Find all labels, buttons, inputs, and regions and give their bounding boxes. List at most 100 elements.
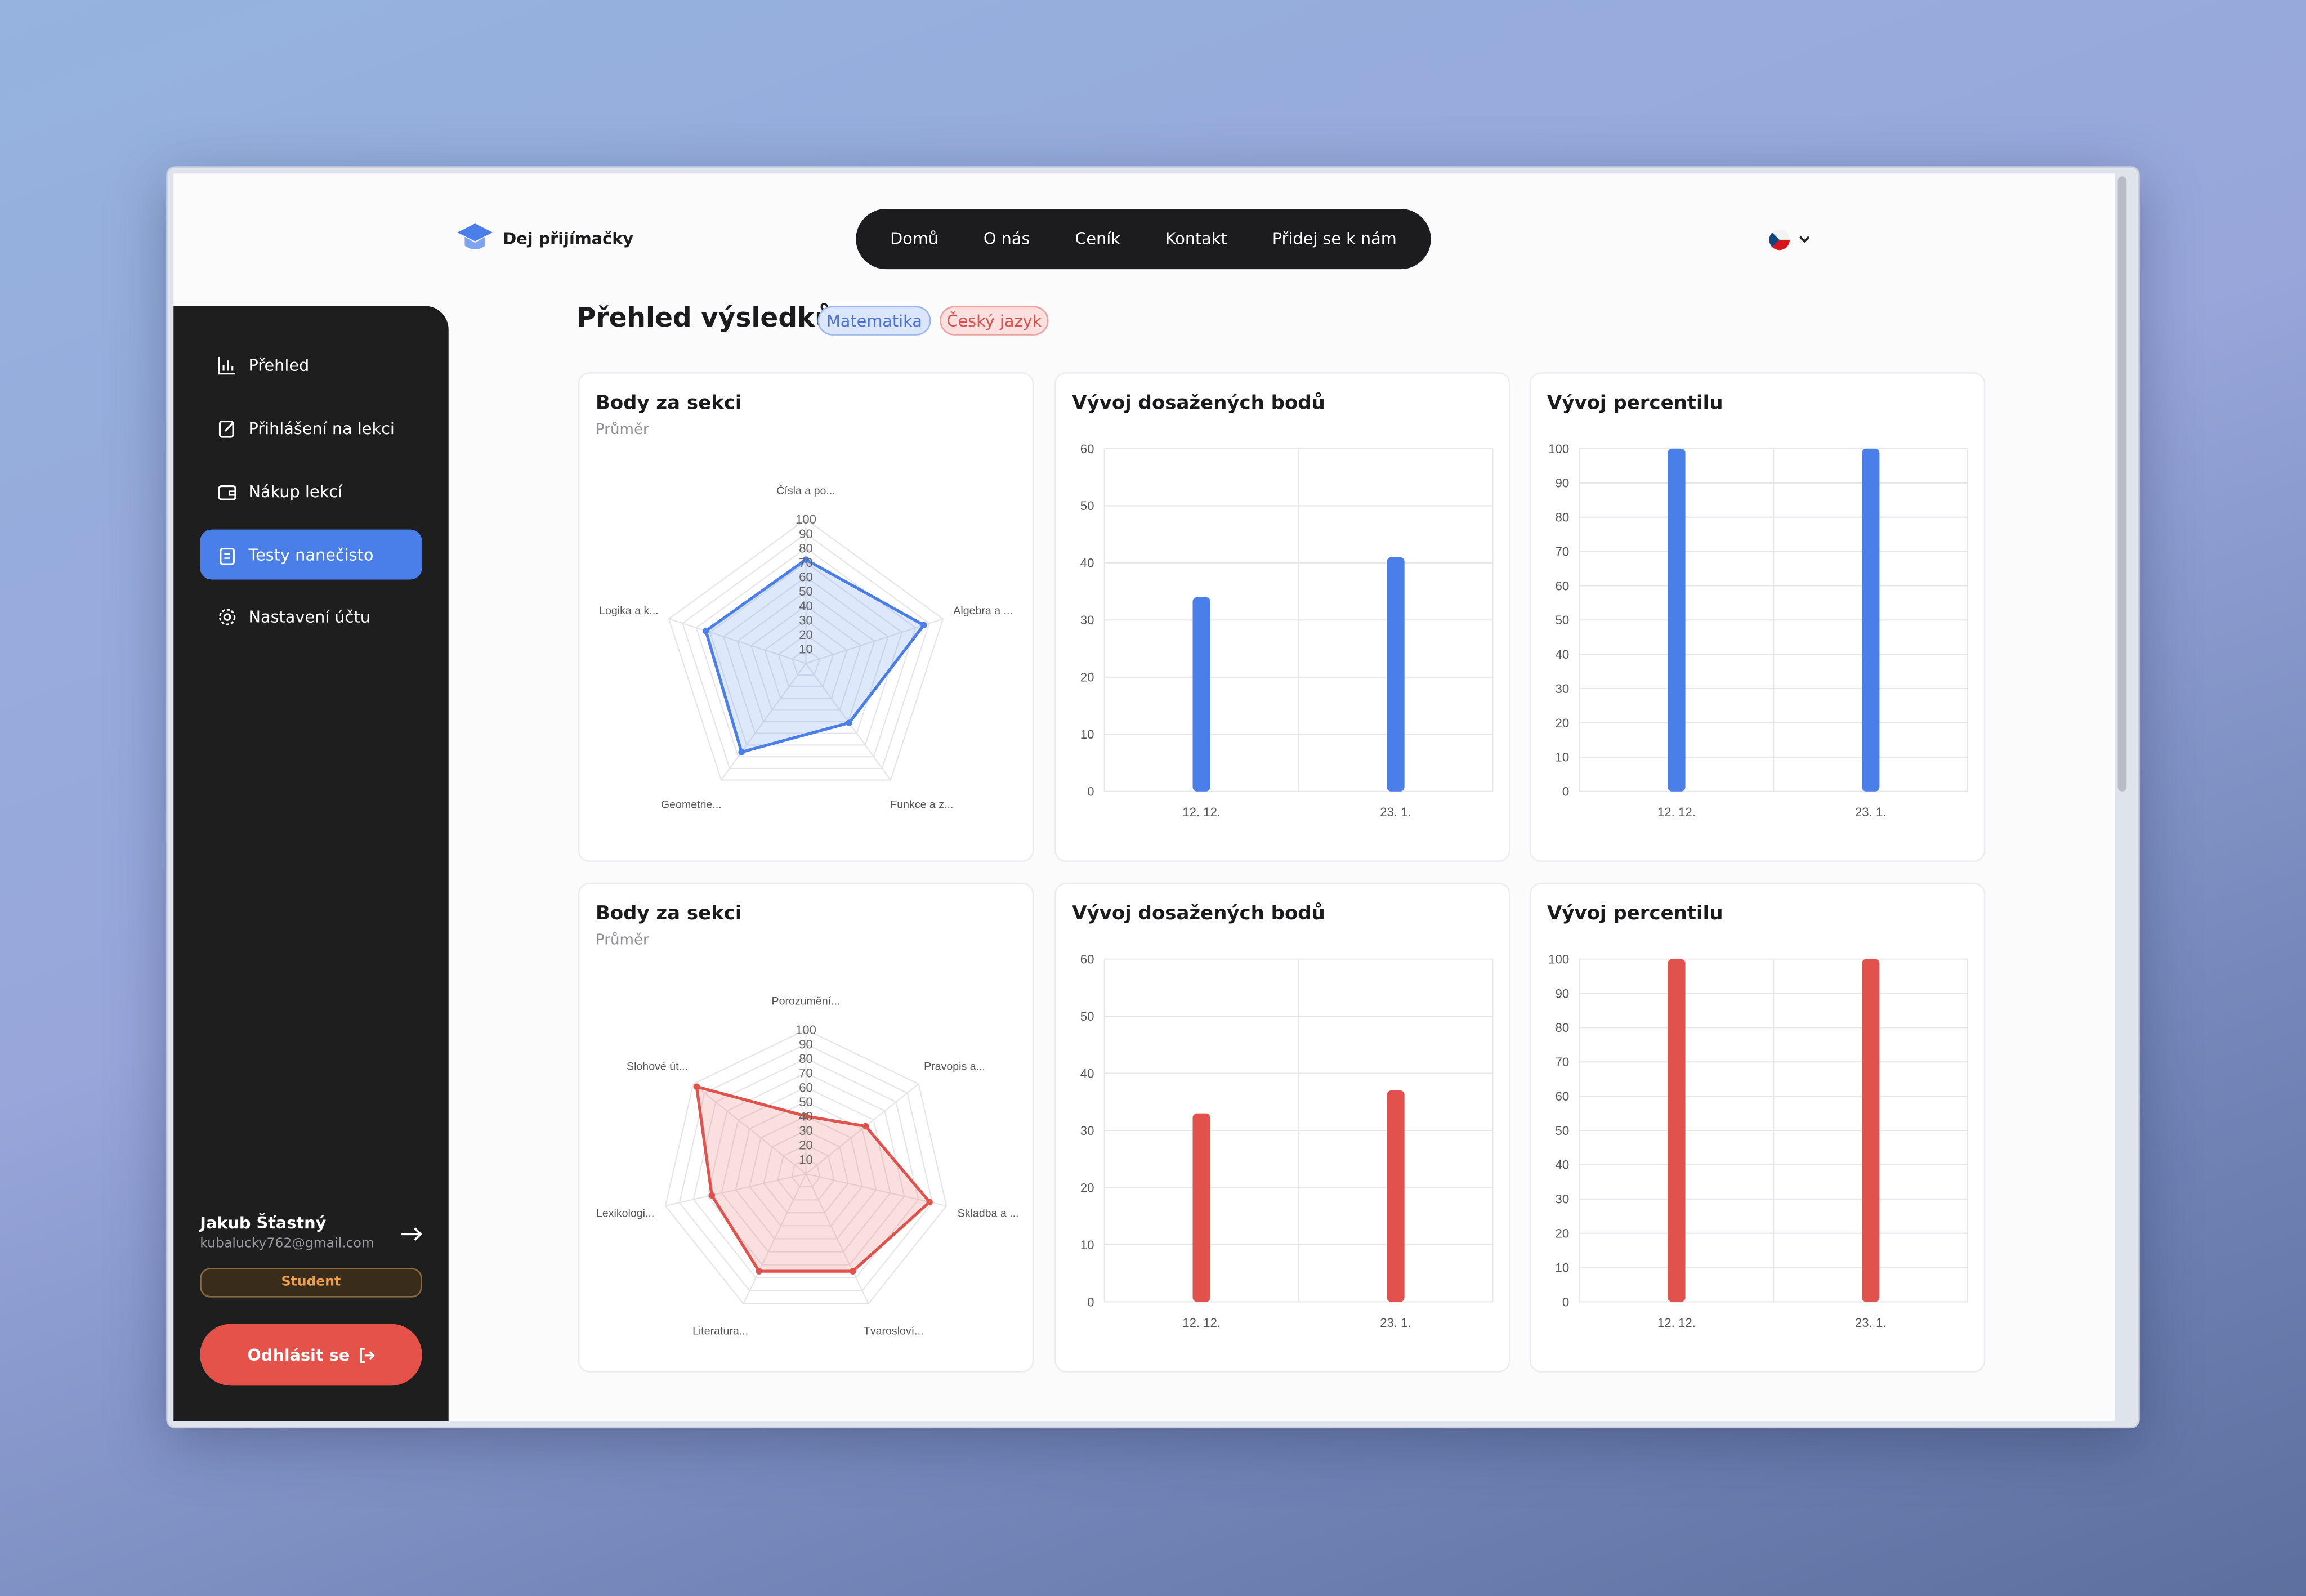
category-label: Geometrie... bbox=[661, 799, 722, 811]
menu-item[interactable]: Nastavení účtu bbox=[200, 591, 422, 641]
y-tick-label: 60 bbox=[1080, 442, 1094, 456]
y-tick-label: 20 bbox=[1556, 716, 1570, 730]
y-tick-label: 10 bbox=[1080, 1238, 1094, 1252]
scrollbar[interactable] bbox=[2117, 176, 2127, 792]
subject-tag[interactable]: Matematika bbox=[817, 306, 931, 336]
nav-link[interactable]: Domů bbox=[890, 229, 939, 249]
r-tick-label: 10 bbox=[799, 642, 813, 656]
user-name: Jakub Šťastný bbox=[200, 1213, 327, 1233]
r-tick-label: 40 bbox=[799, 1110, 813, 1124]
r-tick-label: 60 bbox=[799, 1080, 813, 1094]
grid-ring bbox=[791, 1159, 821, 1188]
x-tick-label: 23. 1. bbox=[1855, 805, 1887, 819]
r-tick-label: 100 bbox=[796, 1023, 816, 1037]
icon bbox=[218, 484, 236, 500]
r-tick-label: 70 bbox=[799, 556, 813, 570]
x-tick-label: 12. 12. bbox=[1182, 805, 1221, 819]
logout-label: Odhlásit se bbox=[247, 1345, 350, 1365]
r-tick-label: 20 bbox=[799, 628, 813, 642]
x-tick-label: 12. 12. bbox=[1657, 805, 1696, 819]
spoke bbox=[668, 618, 806, 664]
icon bbox=[220, 547, 235, 565]
y-tick-label: 70 bbox=[1556, 544, 1570, 558]
r-tick-label: 60 bbox=[799, 570, 813, 584]
grid-ring bbox=[664, 1029, 948, 1304]
menu-label: Přehled bbox=[248, 355, 310, 374]
spoke bbox=[692, 1083, 807, 1174]
grid-ring bbox=[695, 547, 917, 758]
spoke bbox=[721, 663, 807, 781]
menu-label: Nastavení účtu bbox=[248, 606, 370, 626]
chart-title: Vývoj dosažených bodů bbox=[1072, 903, 1325, 926]
icon bbox=[218, 356, 235, 374]
menu-item[interactable]: Nákup lekcí bbox=[200, 466, 422, 516]
menu-label: Nákup lekcí bbox=[248, 481, 342, 501]
y-tick-label: 10 bbox=[1556, 1260, 1570, 1275]
logout-button[interactable]: Odhlásit se bbox=[200, 1324, 422, 1386]
spoke bbox=[805, 1173, 869, 1304]
y-tick-label: 20 bbox=[1080, 1181, 1094, 1195]
y-tick-label: 60 bbox=[1556, 579, 1570, 593]
category-label: Logika a k... bbox=[599, 605, 659, 617]
radar-point bbox=[926, 1199, 933, 1205]
r-tick-label: 30 bbox=[799, 613, 813, 627]
radar-area bbox=[704, 558, 926, 754]
chart-title: Body za sekci bbox=[595, 392, 742, 415]
grid-ring bbox=[668, 518, 944, 781]
y-tick-label: 30 bbox=[1080, 613, 1094, 627]
nav-link[interactable]: Kontakt bbox=[1165, 229, 1227, 249]
grid-ring bbox=[682, 533, 930, 769]
y-tick-label: 30 bbox=[1080, 1124, 1094, 1138]
r-tick-label: 100 bbox=[796, 512, 816, 526]
x-tick-label: 23. 1. bbox=[1855, 1316, 1887, 1330]
grid-ring bbox=[709, 561, 903, 746]
radar-point bbox=[850, 1268, 856, 1275]
menu-label: Přihlášení na lekci bbox=[248, 418, 395, 438]
grid-ring bbox=[692, 1058, 919, 1278]
page-title: Přehled výsledků bbox=[576, 303, 834, 334]
r-tick-label: 20 bbox=[799, 1138, 813, 1152]
grid-ring bbox=[721, 1087, 891, 1253]
logo-icon bbox=[457, 223, 493, 249]
menu-item-active[interactable]: Testy nanečisto bbox=[200, 529, 422, 580]
y-tick-label: 100 bbox=[1548, 952, 1569, 966]
profile-arrow[interactable] bbox=[399, 1224, 425, 1245]
y-tick-label: 30 bbox=[1556, 682, 1570, 696]
grid-ring bbox=[735, 1101, 877, 1240]
subject-tag[interactable]: Český jazyk bbox=[940, 306, 1049, 336]
radar-point bbox=[920, 622, 927, 629]
grid-ring bbox=[777, 1144, 835, 1201]
radar-point bbox=[862, 1123, 869, 1130]
chart: 0 10 20 30 40 50 60 70 80 90 100 12. 12. 23. 1. bbox=[1548, 952, 1969, 1330]
chart-card: 0 10 20 30 40 50 60 70 80 90 100 12. 12. 23. 1. Vývoj… bbox=[1529, 882, 1986, 1373]
chart-card: 10 20 30 40 50 60 70 80 90 100 Porozumění... Pravop… bbox=[578, 882, 1034, 1373]
nav-link[interactable]: Ceník bbox=[1075, 229, 1120, 249]
radar-point bbox=[693, 1083, 700, 1090]
radar-point bbox=[802, 1112, 810, 1120]
logo[interactable]: Dej přijímačky bbox=[456, 222, 633, 254]
y-tick-label: 90 bbox=[1556, 476, 1570, 490]
y-tick-label: 50 bbox=[1556, 1124, 1570, 1138]
x-tick-label: 23. 1. bbox=[1380, 1316, 1411, 1330]
radar-point bbox=[846, 719, 852, 726]
y-tick-label: 40 bbox=[1556, 647, 1570, 661]
role-badge: Student bbox=[200, 1268, 422, 1298]
chart-title: Vývoj percentilu bbox=[1547, 392, 1723, 415]
bar bbox=[1862, 448, 1880, 792]
chart-card: 0 10 20 30 40 50 60 12. 12. 23. 1. Vývoj dosažený… bbox=[1054, 372, 1510, 862]
spoke bbox=[805, 1083, 919, 1174]
menu-item[interactable]: Přihlášení na lekci bbox=[200, 403, 422, 453]
radar-point bbox=[708, 1192, 716, 1199]
grid-ring bbox=[749, 1115, 863, 1227]
nav-link[interactable]: Přidej se k nám bbox=[1272, 229, 1397, 249]
chart-title: Vývoj dosažených bodů bbox=[1072, 392, 1325, 415]
menu-item[interactable]: Přehled bbox=[200, 340, 422, 390]
category-label: Funkce a z... bbox=[890, 799, 953, 811]
spoke bbox=[806, 618, 944, 664]
bar bbox=[1668, 959, 1686, 1302]
x-tick-label: 23. 1. bbox=[1380, 805, 1411, 819]
nav-link[interactable]: O nás bbox=[983, 229, 1030, 249]
chart-card: 10 20 30 40 50 60 70 80 90 100 Čísla a po... Algebr… bbox=[578, 372, 1034, 862]
language-switch[interactable] bbox=[1768, 228, 1815, 252]
